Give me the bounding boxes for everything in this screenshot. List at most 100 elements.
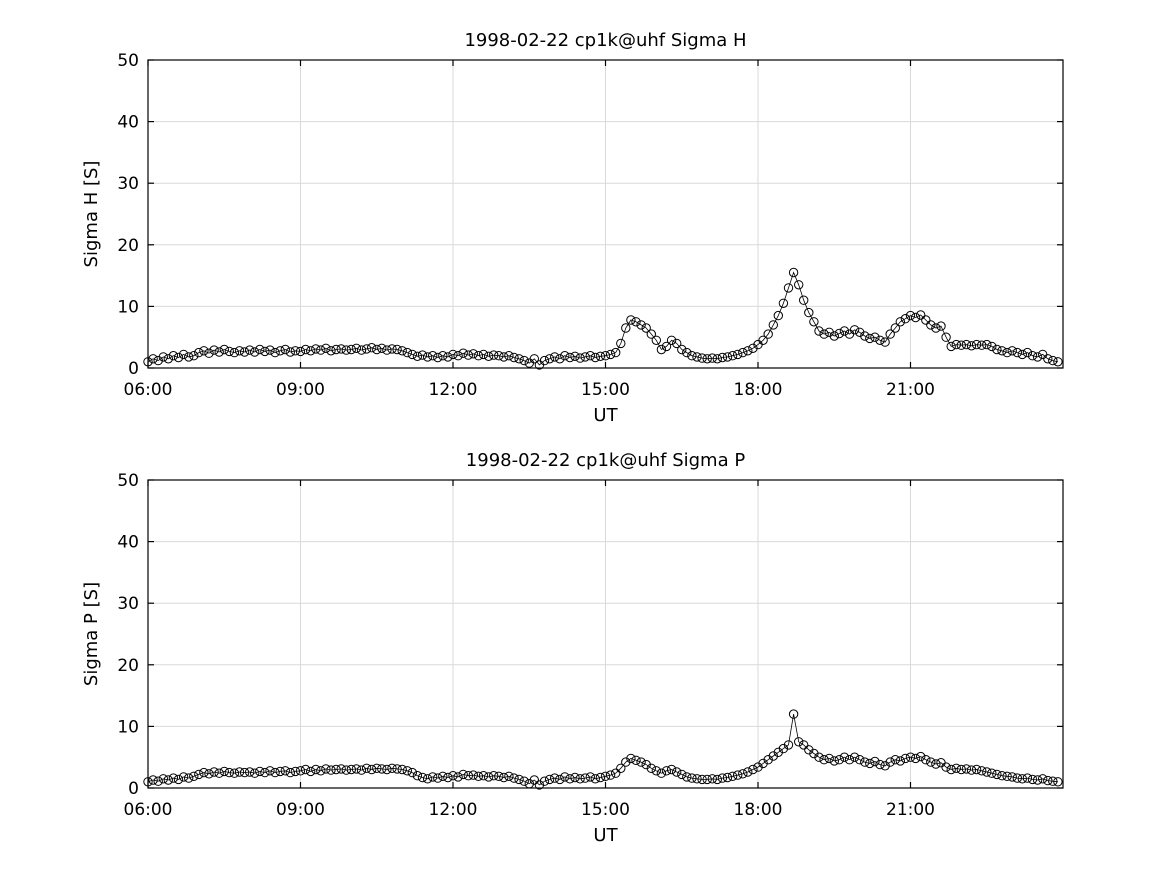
data-point-marker [783,283,794,293]
y-tick-label: 50 [117,471,139,491]
data-point-marker [463,771,473,781]
data-point-marker [651,335,661,345]
data-point-marker [158,774,169,784]
data-point-marker [890,755,900,765]
y-tick-label: 0 [128,779,139,799]
data-point-marker [550,773,560,783]
data-point-marker [519,355,529,366]
data-point-marker [163,354,174,364]
data-point-marker [377,343,387,353]
data-point-marker [575,353,585,363]
data-point-marker [499,772,509,783]
data-point-marker [509,352,519,363]
data-point-marker [707,353,717,363]
data-point-marker [1038,774,1048,784]
data-point-marker [265,766,275,776]
data-point-marker [295,346,306,357]
data-point-marker [951,339,961,350]
chart-panel-sigma-p: 06:00 09:00 12:00 15:00 18:00 21:00 0 10 20 30 40 5… [81,450,1064,846]
data-point-marker [214,768,224,778]
data-point-marker [178,349,189,360]
chart-title: 1998-02-22 cp1k@uhf Sigma P [466,450,746,471]
data-point-marker [184,773,194,783]
data-point-marker [997,771,1007,781]
data-point-marker [616,763,626,773]
data-point-marker [306,766,316,777]
data-point-marker [275,346,285,356]
sigma-p-series [143,709,1063,790]
axes-box [147,59,1064,369]
data-point-marker [987,768,997,778]
data-point-marker [768,320,778,330]
data-point-marker [666,335,677,345]
data-point-marker [234,346,245,356]
data-point-marker [1027,774,1038,785]
data-point-marker [794,280,804,290]
data-point-marker [560,351,570,361]
data-point-marker [916,751,926,762]
data-point-marker [194,347,204,358]
data-point-marker [473,771,484,781]
y-tick-label: 30 [117,174,139,194]
data-point-marker [900,753,911,764]
data-point-marker [468,770,478,780]
data-point-marker [646,763,656,773]
data-point-marker [204,769,214,779]
data-point-marker [595,351,606,361]
data-point-marker [229,347,240,358]
data-point-marker [844,755,855,765]
x-tick-label: 12:00 [429,380,478,400]
chart-title: 1998-02-22 cp1k@uhf Sigma H [464,30,746,51]
x-tick-label: 12:00 [429,800,478,820]
data-point-marker [483,351,494,361]
data-point-marker [555,774,565,785]
data-point-marker [849,752,860,762]
data-point-marker [788,267,799,278]
data-point-marker [412,771,423,781]
data-point-marker [849,325,860,335]
data-point-marker [326,765,336,775]
data-point-marker [270,767,280,778]
data-point-marker [199,346,209,356]
data-point-marker [565,352,575,363]
data-point-marker [260,346,270,357]
data-point-marker [392,764,402,774]
data-point-marker [814,752,824,762]
data-point-marker [799,740,809,750]
data-point-marker [1017,774,1027,784]
data-point-marker [473,351,484,361]
data-point-marker [809,317,819,327]
data-point-marker [631,317,641,327]
data-point-marker [1053,357,1063,367]
data-point-marker [285,767,295,778]
data-point-marker [509,773,519,783]
data-point-marker [433,773,443,783]
data-point-marker [560,772,570,782]
data-point-marker [224,767,235,778]
data-point-marker [1048,355,1058,366]
data-point-marker [834,328,844,339]
data-point-marker [707,774,717,784]
data-point-marker [1017,349,1027,360]
data-point-marker [489,771,499,781]
data-point-marker [478,771,489,781]
data-point-marker [428,772,438,782]
data-point-marker [316,345,326,355]
data-point-marker [982,767,992,777]
data-point-marker [428,351,438,361]
data-point-marker [971,339,982,350]
data-point-marker [372,344,382,355]
data-point-marker [326,346,336,356]
y-tick-label: 40 [117,113,139,133]
data-point-marker [189,771,199,781]
data-point-marker [743,346,753,356]
data-point-marker [158,352,169,362]
data-point-marker [895,317,905,327]
data-point-marker [219,766,230,777]
data-point-marker [443,772,453,783]
data-point-marker [544,774,555,785]
data-point-marker [407,767,417,778]
data-point-marker [173,774,184,785]
data-point-marker [600,771,611,781]
data-point-marker [616,338,626,349]
